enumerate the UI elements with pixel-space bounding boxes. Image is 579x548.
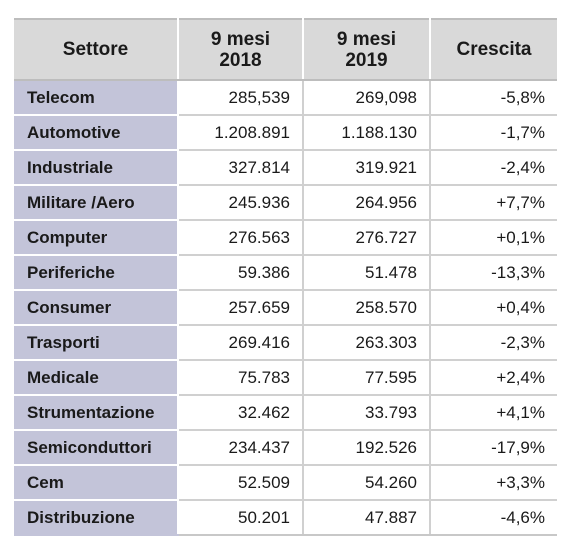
growth-cell: -4,6% bbox=[430, 500, 557, 536]
table-row: Militare /Aero 245.936 264.956 +7,7% bbox=[14, 185, 557, 221]
sector-cell: Computer bbox=[14, 220, 179, 256]
value-2019-cell: 1.188.130 bbox=[303, 115, 431, 151]
value-2019-cell: 33.793 bbox=[303, 395, 431, 431]
value-2018-cell: 285,539 bbox=[178, 80, 304, 116]
header-growth: Crescita bbox=[430, 18, 557, 81]
table-row: Cem 52.509 54.260 +3,3% bbox=[14, 465, 557, 501]
table-row: Consumer 257.659 258.570 +0,4% bbox=[14, 290, 557, 326]
header-2019-line2: 2019 bbox=[345, 49, 388, 71]
value-2018-cell: 245.936 bbox=[178, 185, 304, 221]
growth-cell: -2,4% bbox=[430, 150, 557, 186]
table-row: Strumentazione 32.462 33.793 +4,1% bbox=[14, 395, 557, 431]
growth-cell: +0,1% bbox=[430, 220, 557, 256]
table-row: Industriale 327.814 319.921 -2,4% bbox=[14, 150, 557, 186]
table-row: Automotive 1.208.891 1.188.130 -1,7% bbox=[14, 115, 557, 151]
table-row: Computer 276.563 276.727 +0,1% bbox=[14, 220, 557, 256]
growth-cell: +4,1% bbox=[430, 395, 557, 431]
growth-cell: +7,7% bbox=[430, 185, 557, 221]
value-2018-cell: 52.509 bbox=[178, 465, 304, 501]
header-2019: 9 mesi 2019 bbox=[303, 18, 431, 81]
table-row: Distribuzione 50.201 47.887 -4,6% bbox=[14, 500, 557, 536]
value-2019-cell: 319.921 bbox=[303, 150, 431, 186]
value-2018-cell: 32.462 bbox=[178, 395, 304, 431]
sector-cell: Medicale bbox=[14, 360, 179, 396]
value-2019-cell: 47.887 bbox=[303, 500, 431, 536]
header-2018-line2: 2018 bbox=[219, 49, 262, 71]
sector-cell: Automotive bbox=[14, 115, 179, 151]
value-2019-cell: 263.303 bbox=[303, 325, 431, 361]
sector-cell: Militare /Aero bbox=[14, 185, 179, 221]
sector-cell: Trasporti bbox=[14, 325, 179, 361]
value-2018-cell: 50.201 bbox=[178, 500, 304, 536]
sector-cell: Distribuzione bbox=[14, 500, 179, 536]
value-2018-cell: 327.814 bbox=[178, 150, 304, 186]
value-2018-cell: 234.437 bbox=[178, 430, 304, 466]
growth-cell: +0,4% bbox=[430, 290, 557, 326]
value-2019-cell: 276.727 bbox=[303, 220, 431, 256]
value-2018-cell: 75.783 bbox=[178, 360, 304, 396]
value-2018-cell: 257.659 bbox=[178, 290, 304, 326]
table-row: Periferiche 59.386 51.478 -13,3% bbox=[14, 255, 557, 291]
table-row: Semiconduttori 234.437 192.526 -17,9% bbox=[14, 430, 557, 466]
table-row: Medicale 75.783 77.595 +2,4% bbox=[14, 360, 557, 396]
growth-cell: +3,3% bbox=[430, 465, 557, 501]
value-2018-cell: 59.386 bbox=[178, 255, 304, 291]
table-row: Trasporti 269.416 263.303 -2,3% bbox=[14, 325, 557, 361]
header-row: Settore 9 mesi 2018 9 mesi 2019 Crescita bbox=[14, 18, 557, 81]
value-2018-cell: 276.563 bbox=[178, 220, 304, 256]
sector-cell: Strumentazione bbox=[14, 395, 179, 431]
growth-cell: -5,8% bbox=[430, 80, 557, 116]
sector-cell: Telecom bbox=[14, 80, 179, 116]
growth-cell: -1,7% bbox=[430, 115, 557, 151]
sector-cell: Semiconduttori bbox=[14, 430, 179, 466]
growth-cell: -17,9% bbox=[430, 430, 557, 466]
data-table-container: Settore 9 mesi 2018 9 mesi 2019 Crescita… bbox=[14, 18, 557, 536]
value-2019-cell: 51.478 bbox=[303, 255, 431, 291]
growth-cell: -13,3% bbox=[430, 255, 557, 291]
header-2018-line1: 9 mesi bbox=[210, 28, 271, 50]
sector-cell: Cem bbox=[14, 465, 179, 501]
sector-cell: Consumer bbox=[14, 290, 179, 326]
sector-growth-table: Settore 9 mesi 2018 9 mesi 2019 Crescita… bbox=[14, 18, 557, 536]
growth-cell: +2,4% bbox=[430, 360, 557, 396]
sector-cell: Industriale bbox=[14, 150, 179, 186]
growth-cell: -2,3% bbox=[430, 325, 557, 361]
value-2019-cell: 269,098 bbox=[303, 80, 431, 116]
value-2018-cell: 269.416 bbox=[178, 325, 304, 361]
value-2018-cell: 1.208.891 bbox=[178, 115, 304, 151]
table-row: Telecom 285,539 269,098 -5,8% bbox=[14, 80, 557, 116]
header-2019-line1: 9 mesi bbox=[336, 28, 397, 50]
value-2019-cell: 77.595 bbox=[303, 360, 431, 396]
header-sector: Settore bbox=[14, 18, 179, 81]
value-2019-cell: 192.526 bbox=[303, 430, 431, 466]
sector-cell: Periferiche bbox=[14, 255, 179, 291]
value-2019-cell: 258.570 bbox=[303, 290, 431, 326]
header-2018: 9 mesi 2018 bbox=[178, 18, 304, 81]
value-2019-cell: 54.260 bbox=[303, 465, 431, 501]
value-2019-cell: 264.956 bbox=[303, 185, 431, 221]
